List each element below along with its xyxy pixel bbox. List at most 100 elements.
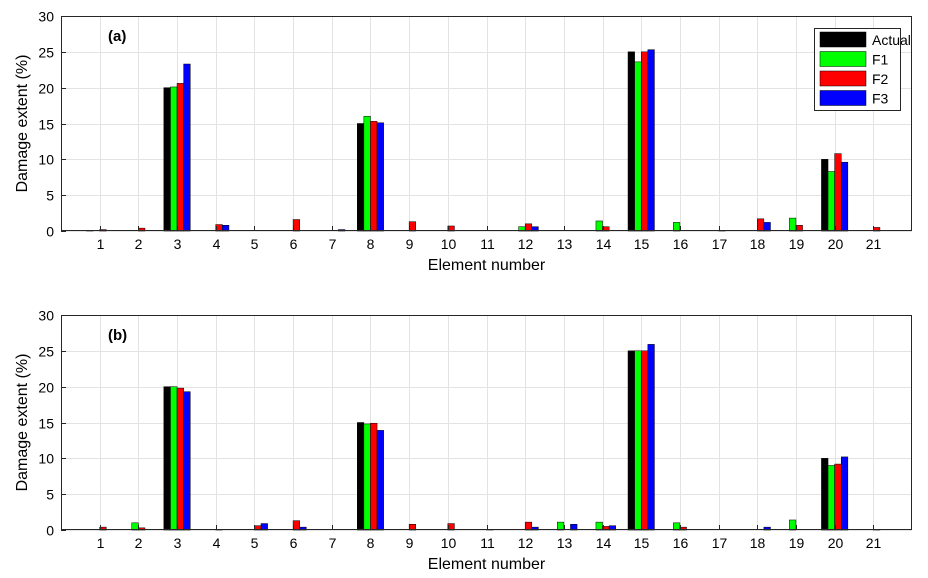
y-tick-label: 30 bbox=[38, 9, 54, 25]
y-tick-label: 25 bbox=[38, 45, 54, 61]
x-tick-label: 13 bbox=[557, 236, 573, 252]
legend-entry: F3 bbox=[872, 91, 889, 107]
legend-swatch bbox=[819, 51, 867, 67]
x-axis-label: Element number bbox=[428, 257, 546, 274]
x-tick-label: 17 bbox=[712, 236, 728, 252]
bar bbox=[821, 159, 829, 232]
x-axis-label: Element number bbox=[428, 556, 546, 573]
legend-swatch bbox=[819, 90, 867, 106]
x-tick-label: 10 bbox=[441, 236, 457, 252]
x-tick-label: 5 bbox=[251, 535, 259, 551]
x-tick-label: 2 bbox=[135, 535, 143, 551]
bar bbox=[376, 430, 384, 531]
axes-box bbox=[61, 16, 912, 231]
bar bbox=[170, 86, 178, 232]
legend: Actual F1 F2 F3 bbox=[814, 28, 911, 111]
bar bbox=[163, 386, 171, 531]
legend-swatch bbox=[819, 31, 867, 48]
bar bbox=[595, 521, 603, 531]
y-tick-label: 20 bbox=[38, 380, 54, 396]
bar bbox=[647, 49, 655, 232]
y-tick-label: 15 bbox=[38, 416, 54, 432]
x-tick-label: 14 bbox=[596, 535, 612, 551]
x-tick-label: 5 bbox=[251, 236, 259, 252]
bar bbox=[840, 161, 849, 232]
bar bbox=[673, 222, 681, 232]
x-tick-label: 19 bbox=[789, 535, 805, 551]
x-tick-label: 8 bbox=[367, 535, 375, 551]
x-tick-label: 18 bbox=[750, 236, 766, 252]
y-tick-label: 25 bbox=[38, 344, 54, 360]
x-tick-label: 3 bbox=[174, 535, 182, 551]
bar bbox=[357, 123, 365, 232]
x-tick-label: 9 bbox=[406, 535, 414, 551]
bar bbox=[357, 422, 365, 531]
x-tick-label: 10 bbox=[441, 535, 457, 551]
bar bbox=[789, 217, 797, 232]
y-tick-label: 0 bbox=[46, 523, 54, 539]
grid-lines bbox=[61, 315, 912, 531]
bar bbox=[183, 63, 191, 232]
bar bbox=[757, 218, 765, 232]
legend-entry: Actual bbox=[872, 32, 911, 48]
y-tick-label: 20 bbox=[38, 81, 54, 97]
bar bbox=[634, 350, 642, 531]
bar bbox=[376, 122, 384, 232]
axes-box bbox=[61, 315, 912, 530]
legend-entry: F2 bbox=[872, 71, 889, 87]
legend-swatch bbox=[819, 70, 867, 87]
y-axis-label: Damage extent (%) bbox=[14, 55, 31, 193]
y-tick-label: 10 bbox=[38, 152, 54, 168]
bar bbox=[634, 61, 642, 232]
x-tick-label: 15 bbox=[634, 535, 650, 551]
bar bbox=[292, 520, 300, 531]
bar bbox=[363, 116, 371, 232]
x-tick-label: 19 bbox=[789, 236, 805, 252]
bar bbox=[176, 387, 184, 531]
bar bbox=[640, 51, 649, 232]
bar bbox=[821, 458, 829, 531]
bar bbox=[627, 350, 635, 531]
bar bbox=[183, 391, 191, 531]
x-tick-label: 9 bbox=[406, 236, 414, 252]
x-tick-label: 13 bbox=[557, 535, 573, 551]
bar bbox=[827, 171, 835, 232]
bar bbox=[789, 519, 797, 531]
bar bbox=[647, 344, 655, 531]
y-tick-label: 15 bbox=[38, 117, 54, 133]
bars bbox=[86, 49, 881, 232]
x-tick-label: 7 bbox=[329, 535, 337, 551]
bar bbox=[370, 422, 378, 531]
series-f1 bbox=[131, 350, 835, 531]
x-tick-label: 11 bbox=[480, 236, 495, 252]
bar bbox=[524, 521, 533, 531]
y-tick-label: 10 bbox=[38, 451, 54, 467]
bar bbox=[834, 153, 842, 232]
x-tick-label: 16 bbox=[673, 236, 689, 252]
x-tick-label: 6 bbox=[290, 535, 298, 551]
x-tick-label: 17 bbox=[712, 535, 728, 551]
x-tick-label: 21 bbox=[866, 535, 882, 551]
bar bbox=[176, 83, 184, 232]
bar bbox=[640, 350, 649, 531]
x-tick-label: 2 bbox=[135, 236, 143, 252]
x-tick-label: 21 bbox=[866, 236, 882, 252]
bar bbox=[827, 465, 835, 531]
x-tick-label: 8 bbox=[367, 236, 375, 252]
y-tick-label: 5 bbox=[46, 188, 54, 204]
x-tick-label: 14 bbox=[596, 236, 612, 252]
bar bbox=[363, 423, 371, 531]
x-tick-label: 20 bbox=[828, 535, 844, 551]
y-axis-label: Damage extent (%) bbox=[14, 354, 31, 492]
x-tick-label: 15 bbox=[634, 236, 650, 252]
x-tick-label: 4 bbox=[213, 236, 221, 252]
bar bbox=[763, 222, 771, 232]
bar bbox=[834, 463, 842, 531]
x-tick-label: 11 bbox=[480, 535, 495, 551]
legend-entry: F1 bbox=[872, 52, 889, 68]
x-tick-label: 12 bbox=[518, 236, 534, 252]
x-tick-label: 20 bbox=[828, 236, 844, 252]
